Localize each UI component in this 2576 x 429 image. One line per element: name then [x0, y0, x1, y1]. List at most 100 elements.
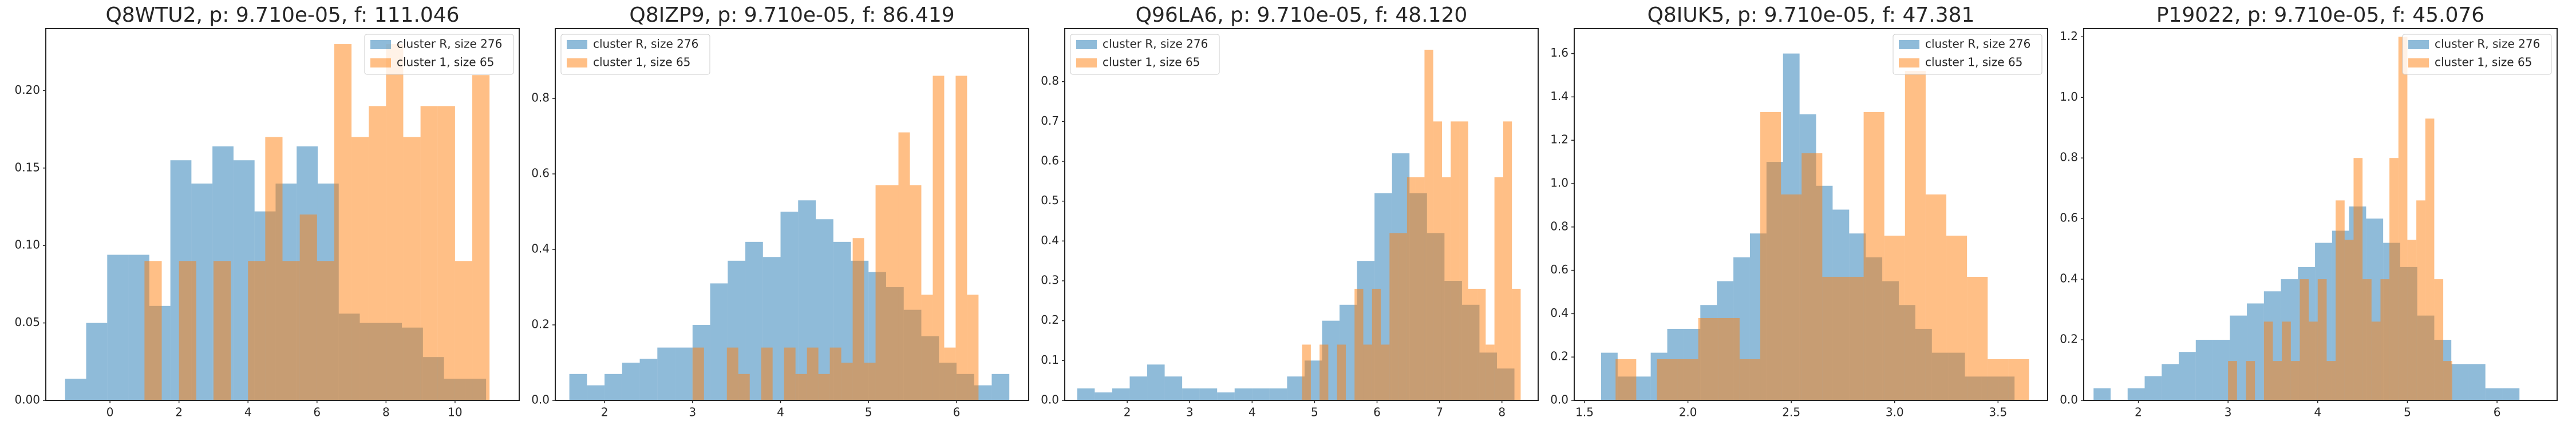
x-tick-label: 2 — [1124, 406, 1131, 419]
histogram-bar — [1739, 359, 1761, 400]
chart-title: P19022, p: 9.710e-05, f: 45.076 — [2156, 3, 2484, 27]
x-tick-label: 1.5 — [1575, 406, 1594, 419]
histogram-bar — [2317, 279, 2327, 400]
y-tick-label: 0.1 — [1041, 353, 1059, 367]
histogram-bar — [2326, 361, 2336, 400]
histogram-bar — [2389, 158, 2399, 400]
histogram-bar — [991, 374, 1010, 400]
y-tick-label: 0.2 — [531, 317, 550, 331]
legend-box — [2402, 34, 2552, 75]
subplot: Q8IUK5, p: 9.710e-05, f: 47.381 1.5 2.0 2.5… — [1550, 3, 2048, 419]
axes-frame — [1064, 28, 1539, 401]
histogram-bar — [1988, 359, 2009, 400]
histogram-bar — [317, 261, 334, 400]
axes-frame — [1574, 28, 2048, 401]
y-tick-label: 0.00 — [14, 393, 40, 407]
y-tick-label: 0.8 — [1041, 74, 1059, 88]
histogram-bar — [1287, 376, 1305, 400]
histogram-bar — [1182, 388, 1200, 400]
histogram-bar — [692, 347, 704, 400]
histogram-bar — [2336, 200, 2345, 400]
y-tick-label: 0.6 — [531, 166, 550, 180]
y-tick-label: 0.2 — [2060, 332, 2078, 346]
histogram-bar — [1095, 392, 1112, 400]
histogram-bar — [1077, 388, 1095, 400]
histogram-bar — [1946, 235, 1967, 400]
histogram-bar — [1698, 317, 1719, 400]
y-tick-label: 0.0 — [1041, 393, 1059, 407]
x-tick-label: 2 — [601, 406, 609, 419]
x-tick-label: 8 — [1498, 406, 1506, 419]
chart-title: Q96LA6, p: 9.710e-05, f: 48.120 — [1136, 3, 1468, 27]
histogram-bar — [2228, 361, 2237, 400]
legend-swatch — [2408, 58, 2429, 67]
histogram-bar — [1252, 388, 1270, 400]
legend-label: cluster 1, size 65 — [1925, 55, 2022, 69]
histogram-bar — [2282, 321, 2291, 400]
legend-label: cluster 1, size 65 — [2435, 55, 2532, 69]
legend-label: cluster 1, size 65 — [397, 55, 494, 69]
y-tick-label: 0.15 — [14, 160, 40, 174]
histogram-bar — [1164, 376, 1183, 400]
subplot: Q8WTU2, p: 9.710e-05, f: 111.046 0 2 4 6 8 10 0… — [14, 3, 520, 419]
histogram-bar — [1199, 388, 1218, 400]
histogram-bar — [1657, 359, 1678, 400]
x-tick-label: 3 — [2225, 406, 2232, 419]
histogram-bar — [2416, 200, 2425, 400]
histogram-bar — [657, 347, 675, 400]
histogram-bar — [1634, 376, 1651, 400]
histogram-bar — [1925, 194, 1947, 400]
histogram-bar — [1129, 376, 1148, 400]
histogram-bar — [2162, 364, 2179, 400]
histogram-bar — [1760, 112, 1781, 400]
legend-swatch — [370, 40, 391, 49]
histogram-bar — [726, 347, 738, 400]
x-tick-label: 5 — [1311, 406, 1318, 419]
histogram-bar — [1781, 194, 1802, 400]
histogram-bar — [587, 385, 605, 400]
histogram-bar — [299, 214, 317, 400]
histogram-bar — [2179, 352, 2196, 400]
histogram-bar — [2290, 361, 2300, 400]
histogram-bar — [1503, 121, 1512, 400]
histogram-bar — [829, 347, 841, 400]
histogram-bar — [2309, 321, 2318, 400]
legend-label: cluster R, size 276 — [1103, 37, 1208, 51]
legend-swatch — [1076, 40, 1097, 49]
y-tick-label: 0.6 — [1550, 263, 1568, 276]
histogram-bar — [1451, 121, 1460, 400]
histogram-bar — [2195, 340, 2213, 400]
histogram-bar — [1477, 288, 1486, 400]
histogram-bar — [386, 44, 404, 401]
x-tick-label: 3.5 — [1989, 406, 2007, 419]
histogram-bar — [1381, 344, 1390, 400]
histogram-bar — [1406, 177, 1416, 400]
histogram-bar — [910, 185, 922, 400]
histogram-bar — [1485, 344, 1495, 400]
histogram-bar — [875, 185, 887, 400]
histogram-bar — [2344, 240, 2354, 400]
y-tick-label: 0.3 — [1041, 273, 1059, 287]
histogram-bar — [334, 44, 352, 401]
histogram-bar — [472, 75, 490, 400]
legend-box — [1893, 34, 2042, 75]
y-tick-label: 0.4 — [531, 242, 550, 256]
legend-swatch — [567, 58, 587, 67]
legend-label: cluster R, size 276 — [1925, 37, 2030, 51]
y-tick-label: 1.0 — [1550, 176, 1568, 189]
y-tick-label: 0.0 — [531, 393, 550, 407]
histogram-bar — [1967, 276, 1988, 400]
histogram-bar — [1398, 233, 1407, 400]
histogram-bar — [1302, 344, 1311, 400]
chart-title: Q8IZP9, p: 9.710e-05, f: 86.419 — [629, 3, 954, 27]
histogram-bar — [2425, 118, 2435, 400]
histogram-bar — [1468, 288, 1477, 400]
x-tick-label: 6 — [953, 406, 961, 419]
histogram-bar — [2451, 364, 2468, 400]
chart-title: Q8WTU2, p: 9.710e-05, f: 111.046 — [105, 3, 459, 27]
histogram-bar — [2443, 361, 2452, 400]
x-tick-label: 3 — [689, 406, 696, 419]
y-tick-label: 0.4 — [1041, 233, 1059, 247]
histogram-bar — [1843, 276, 1864, 400]
